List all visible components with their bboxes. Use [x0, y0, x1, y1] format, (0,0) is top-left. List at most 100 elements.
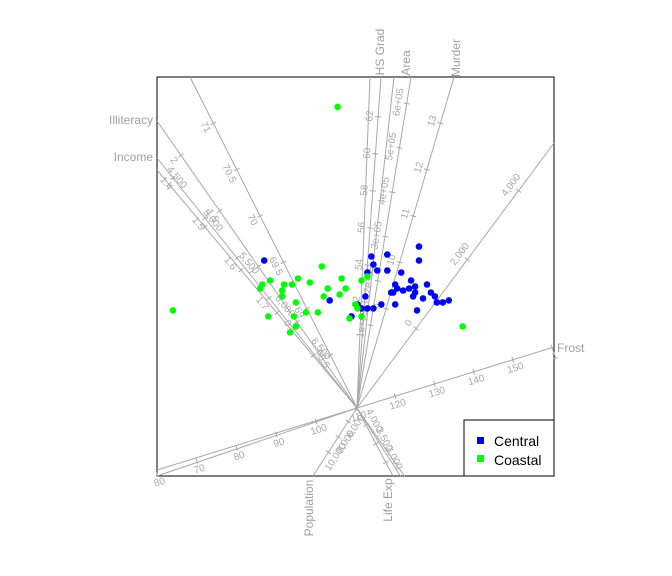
tick-mark — [202, 224, 208, 230]
tick-mark — [345, 419, 351, 424]
axis-label-hs-grad: HS Grad — [373, 29, 387, 76]
point-coastal — [169, 307, 177, 314]
axis-guide-line-1 — [356, 407, 406, 478]
tick-mark — [238, 267, 244, 273]
point-central — [433, 299, 441, 306]
point-central — [389, 289, 397, 296]
point-central — [415, 257, 423, 264]
point-coastal — [336, 291, 343, 298]
point-coastal — [358, 313, 365, 320]
tick-mark — [170, 175, 176, 181]
point-coastal — [292, 299, 300, 306]
tick-mark — [413, 326, 419, 331]
point-central — [413, 307, 421, 314]
tick-mark — [266, 295, 272, 301]
point-coastal — [278, 287, 286, 294]
axis-line-area — [356, 76, 412, 409]
tick-mark — [274, 310, 280, 316]
tick-mark — [396, 146, 403, 149]
tick-label: 6e+05 — [391, 87, 406, 117]
tick-mark — [550, 344, 554, 351]
tick-label: 80 — [153, 476, 167, 490]
point-central — [364, 305, 371, 312]
tick-mark — [166, 181, 172, 187]
axis-line-illiteracy — [156, 120, 358, 409]
tick-mark — [373, 441, 379, 446]
tick-label: 5e+05 — [384, 131, 399, 161]
point-coastal — [334, 103, 341, 111]
axis-label-area: Area — [399, 50, 413, 76]
tick-label: 56 — [356, 221, 368, 233]
point-central — [405, 285, 413, 292]
tick-mark — [257, 214, 264, 218]
point-coastal — [292, 323, 300, 330]
tick-mark — [464, 257, 471, 262]
tick-mark — [255, 264, 262, 269]
tick-label: 80 — [232, 449, 246, 463]
point-coastal — [338, 275, 345, 282]
point-coastal — [364, 273, 371, 280]
point-coastal — [318, 263, 326, 270]
point-central — [431, 293, 439, 300]
axis-line-unnamed-4 — [356, 142, 555, 409]
point-coastal — [324, 285, 332, 292]
point-coastal — [294, 275, 302, 282]
point-coastal — [346, 315, 353, 322]
tick-label: 140 — [467, 373, 487, 389]
legend: Central Coastal — [463, 419, 555, 477]
tick-mark — [383, 307, 390, 311]
tick-mark — [294, 319, 300, 325]
tick-mark — [410, 214, 417, 218]
axis-guide-line-2 — [156, 407, 358, 477]
axis-label-frost: Frost — [557, 341, 585, 355]
axis-guide-line-0 — [356, 407, 402, 478]
tick-label: 1 — [550, 350, 559, 362]
tick-mark — [393, 393, 397, 400]
axis-label-population: Population — [302, 480, 316, 537]
tick-mark — [389, 191, 396, 194]
tick-mark — [433, 381, 436, 388]
point-central — [439, 299, 447, 306]
axis-line-frost — [356, 346, 555, 409]
tick-label: 90 — [272, 436, 286, 450]
tick-label: 100 — [309, 422, 329, 438]
legend-swatch-coastal — [477, 455, 484, 462]
tick-mark — [437, 122, 444, 125]
tick-mark — [381, 235, 389, 238]
legend-label-coastal: Coastal — [494, 452, 541, 468]
tick-mark — [327, 353, 334, 357]
tick-label: 2 — [167, 155, 179, 166]
tick-mark — [233, 167, 240, 172]
tick-mark — [511, 356, 515, 363]
data-points — [169, 103, 467, 336]
point-coastal — [286, 329, 294, 336]
legend-swatch-central — [477, 437, 484, 444]
tick-label: 9 — [372, 302, 384, 311]
tick-label: 70 — [245, 213, 260, 228]
tick-label: 130 — [428, 385, 448, 401]
point-central — [423, 281, 431, 288]
axis-guide-line-5 — [356, 76, 371, 409]
axis-line-life-exp — [356, 407, 394, 477]
point-central — [384, 251, 391, 258]
tick-label: 60 — [362, 147, 374, 159]
tick-label: 1 — [245, 266, 257, 277]
tick-mark — [367, 324, 374, 327]
tick-mark — [280, 260, 287, 265]
point-coastal — [354, 305, 361, 312]
tick-label: 120 — [388, 397, 408, 413]
point-coastal — [314, 309, 322, 316]
axis-label-murder: Murder — [449, 39, 463, 77]
point-coastal — [288, 281, 296, 288]
tick-label: 62 — [364, 110, 376, 122]
tick-mark — [515, 188, 522, 193]
tick-mark — [310, 353, 316, 358]
tick-mark — [382, 460, 389, 465]
axis-line-population — [312, 407, 358, 477]
tick-label: 150 — [506, 361, 526, 377]
point-coastal — [266, 277, 274, 284]
tick-mark — [202, 215, 208, 221]
tick-mark — [216, 208, 223, 214]
point-central — [391, 281, 399, 288]
